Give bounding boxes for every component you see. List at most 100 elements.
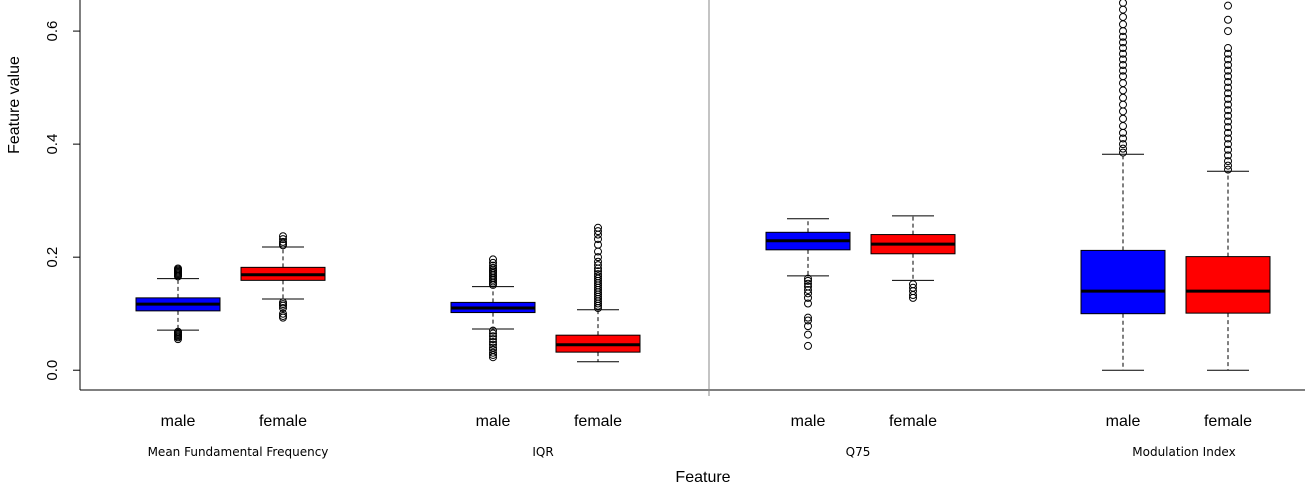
outlier-point: [1119, 114, 1127, 123]
outlier-point: [1119, 72, 1127, 81]
outlier-point: [804, 285, 812, 294]
box-male: [765, 218, 851, 350]
outlier-point: [804, 282, 812, 291]
outlier-point: [489, 326, 497, 335]
outlier-point: [1119, 107, 1127, 116]
category-label: female: [574, 413, 622, 430]
outlier-point: [804, 330, 812, 339]
outlier-point: [1224, 111, 1232, 120]
outlier-point: [1119, 93, 1127, 102]
box-male: [1080, 0, 1166, 371]
group-label: Mean Fundamental Frequency: [148, 445, 329, 459]
iqr-box: [1080, 249, 1166, 315]
outlier-point: [1119, 32, 1127, 41]
outlier-point: [279, 309, 287, 318]
outlier-point: [1224, 134, 1232, 143]
box-female: [870, 215, 956, 302]
outlier-point: [1119, 144, 1127, 153]
outlier-point: [279, 304, 287, 313]
outlier-point: [1224, 123, 1232, 132]
outlier-point: [489, 329, 497, 338]
outlier-point: [594, 257, 602, 266]
category-label: male: [161, 413, 196, 430]
outlier-point: [804, 293, 812, 302]
box-male: [135, 264, 221, 344]
box-female: [1185, 1, 1271, 371]
outlier-point: [594, 267, 602, 276]
group-label: Modulation Index: [1132, 445, 1235, 459]
category-label: male: [476, 413, 511, 430]
outlier-point: [1119, 44, 1127, 53]
outlier-point: [804, 341, 812, 350]
outlier-point: [1119, 134, 1127, 143]
outlier-point: [1119, 148, 1127, 157]
outlier-point: [594, 253, 602, 262]
outlier-point: [489, 345, 497, 354]
iqr-box: [1185, 256, 1271, 314]
outlier-point: [1224, 66, 1232, 75]
outlier-point: [804, 279, 812, 288]
outlier-point: [489, 343, 497, 352]
outlier-point: [1224, 27, 1232, 36]
outlier-point: [1119, 122, 1127, 131]
outlier-point: [1119, 5, 1127, 14]
outlier-point: [594, 235, 602, 244]
outlier-point: [804, 299, 812, 308]
outlier-point: [594, 223, 602, 232]
outlier-point: [489, 255, 497, 264]
outlier-point: [1119, 20, 1127, 29]
outlier-point: [489, 348, 497, 357]
outlier-point: [1119, 79, 1127, 88]
y-axis-title: Feature value: [6, 56, 23, 154]
outlier-point: [174, 264, 182, 273]
category-label: male: [1106, 413, 1141, 430]
outlier-point: [1224, 145, 1232, 154]
outlier-point: [279, 232, 287, 241]
outlier-point: [279, 311, 287, 320]
outlier-point: [1224, 49, 1232, 58]
outlier-point: [1224, 106, 1232, 115]
outlier-point: [1224, 72, 1232, 81]
category-label: female: [1204, 413, 1252, 430]
outlier-point: [1224, 140, 1232, 149]
outlier-point: [489, 337, 497, 346]
outlier-point: [1224, 77, 1232, 86]
outlier-point: [489, 263, 497, 272]
outlier-point: [1224, 151, 1232, 160]
outlier-point: [804, 322, 812, 331]
y-tick-label: 0.2: [44, 247, 61, 268]
outlier-point: [1224, 1, 1232, 10]
outlier-point: [804, 274, 812, 283]
outlier-point: [909, 280, 917, 289]
outlier-point: [1224, 15, 1232, 24]
box-layer: [135, 0, 1271, 371]
y-tick-label: 0.4: [44, 134, 61, 155]
outlier-point: [1119, 66, 1127, 75]
outlier-point: [279, 235, 287, 244]
outlier-point: [1119, 55, 1127, 64]
outlier-point: [1224, 157, 1232, 166]
outlier-point: [804, 313, 812, 322]
outlier-point: [1224, 165, 1232, 174]
box-female: [240, 232, 326, 322]
outlier-point: [909, 283, 917, 292]
outlier-point: [1119, 61, 1127, 69]
outlier-point: [1224, 61, 1232, 69]
category-label: male: [791, 413, 826, 430]
box-male: [450, 255, 536, 362]
outlier-point: [279, 237, 287, 246]
outlier-point: [594, 240, 602, 249]
y-tick-label: 0.0: [44, 360, 61, 381]
group-label: Q75: [846, 445, 871, 459]
category-label: female: [259, 413, 307, 430]
outlier-point: [1224, 83, 1232, 92]
outlier-point: [489, 335, 497, 344]
outlier-point: [1224, 128, 1232, 137]
y-tick-label: 0.6: [44, 21, 61, 42]
outlier-point: [1119, 86, 1127, 95]
outlier-point: [1119, 100, 1127, 109]
outlier-point: [1224, 161, 1232, 170]
category-label: female: [889, 413, 937, 430]
